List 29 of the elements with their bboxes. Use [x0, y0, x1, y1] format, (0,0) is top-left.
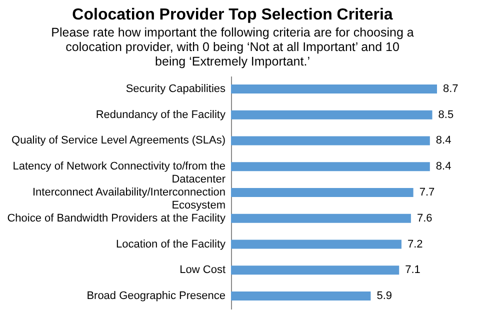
- y-tick-label: Quality of Service Level Agreements (SLAs): [12, 134, 226, 147]
- y-tick-label: Broad Geographic Presence: [86, 290, 226, 302]
- data-label: 8.4: [436, 134, 452, 147]
- data-label: 8.4: [436, 160, 452, 173]
- data-label: 7.1: [405, 264, 420, 276]
- bar: [231, 240, 402, 249]
- bar: [231, 188, 414, 197]
- y-tick-label: Choice of Bandwidth Providers at the Facility: [7, 212, 226, 224]
- bar: [231, 110, 432, 120]
- bar: [231, 292, 371, 301]
- data-label: 8.7: [443, 82, 458, 95]
- chart-title: Colocation Provider Top Selection Criteria: [72, 6, 393, 24]
- y-tick-label: Location of the Facility: [116, 238, 226, 250]
- y-tick-label: Low Cost: [180, 264, 226, 276]
- data-label: 7.2: [407, 238, 423, 250]
- y-tick-label: Latency of Network Connectivity to/from the Datacenter: [12, 160, 226, 186]
- y-tick-label: Interconnect Availability/Interconnection Ecosystem: [32, 186, 226, 212]
- data-label: 8.5: [438, 108, 454, 121]
- bar: [231, 266, 400, 275]
- data-label: 7.7: [419, 186, 435, 198]
- data-label: 5.9: [376, 290, 392, 302]
- data-label: 7.6: [416, 212, 432, 224]
- bar: [231, 84, 437, 94]
- y-tick-label: Redundancy of the Facility: [96, 108, 226, 121]
- bar: [231, 214, 411, 223]
- y-tick-label: Security Capabilities: [126, 82, 226, 95]
- bar: [231, 162, 430, 172]
- bar: [231, 136, 430, 146]
- chart-subtitle: Please rate how important the following criteria are for choosing a colocation provider, with 0 being ‘Not at all Important’ and 10 being ‘Extremely Important.’: [51, 26, 414, 68]
